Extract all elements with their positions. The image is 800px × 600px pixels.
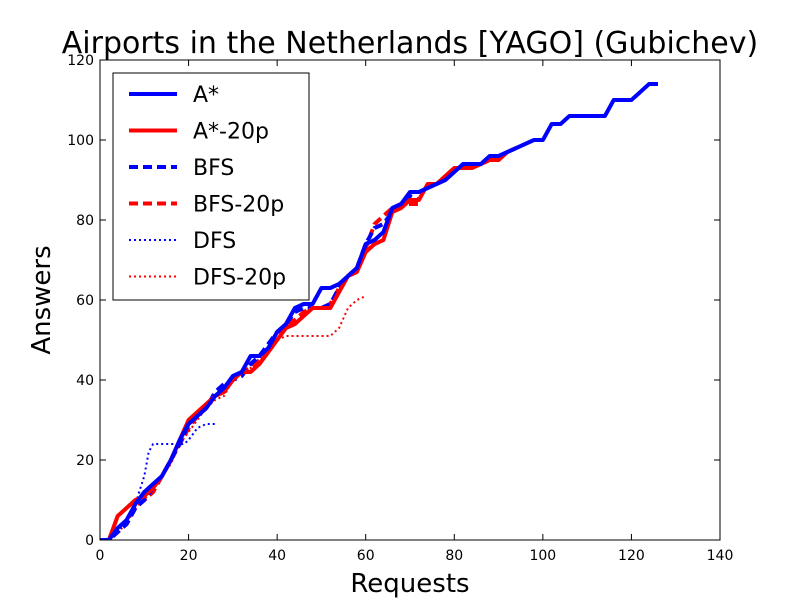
y-tick-label: 40 bbox=[76, 373, 94, 389]
legend-label: BFS bbox=[193, 156, 234, 181]
x-tick-label: 120 bbox=[618, 548, 645, 564]
series-line-a- bbox=[100, 82, 658, 540]
x-tick-label: 100 bbox=[529, 548, 556, 564]
y-axis-title: Answers bbox=[27, 245, 57, 354]
x-tick-label: 140 bbox=[707, 548, 734, 564]
x-axis-title: Requests bbox=[350, 569, 469, 599]
legend-label: BFS-20p bbox=[193, 193, 284, 218]
x-tick-label: 80 bbox=[445, 548, 463, 564]
y-tick-label: 60 bbox=[76, 293, 94, 309]
legend: A* A*-20p BFS BFS-20p DFS DFS-20p bbox=[112, 72, 310, 301]
legend-label: DFS bbox=[193, 229, 236, 254]
legend-label: A*-20p bbox=[193, 120, 269, 145]
legend-label: A* bbox=[193, 83, 219, 108]
chart-title: Airports in the Netherlands [YAGO] (Gubi… bbox=[62, 26, 758, 61]
legend-label: DFS-20p bbox=[193, 266, 286, 291]
series-line-dfs bbox=[100, 423, 216, 540]
y-tick-label: 80 bbox=[76, 213, 94, 229]
y-tick-label: 20 bbox=[76, 453, 94, 469]
plot-area bbox=[100, 82, 658, 540]
x-tick-label: 40 bbox=[268, 548, 286, 564]
x-tick-label: 20 bbox=[180, 548, 198, 564]
y-tick-label: 0 bbox=[85, 533, 94, 549]
axis-ticks: 0 20 40 60 80 100 120 140 0 20 40 60 80 100 120 bbox=[67, 53, 733, 564]
legend-box bbox=[112, 72, 310, 301]
y-tick-label: 120 bbox=[67, 53, 94, 69]
y-tick-label: 100 bbox=[67, 133, 94, 149]
x-tick-label: 0 bbox=[96, 548, 105, 564]
x-tick-label: 60 bbox=[357, 548, 375, 564]
